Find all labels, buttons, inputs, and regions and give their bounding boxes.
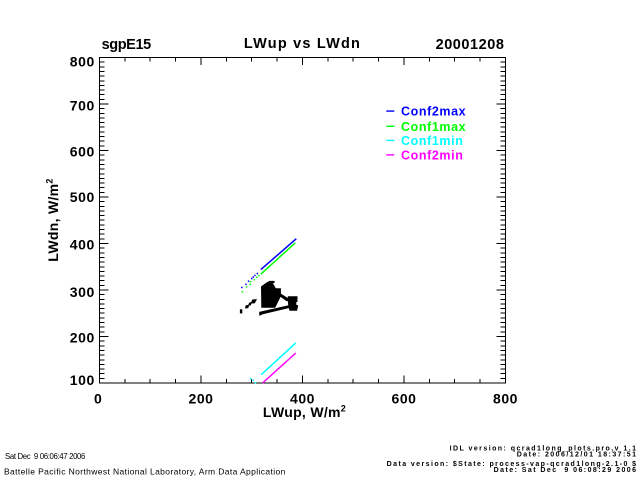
svg-text:100: 100 — [70, 372, 95, 388]
svg-text:Conf2min: Conf2min — [401, 148, 463, 162]
svg-text:Conf1max: Conf1max — [401, 120, 466, 134]
svg-text:400: 400 — [70, 237, 95, 253]
svg-text:0: 0 — [94, 390, 102, 406]
svg-text:800: 800 — [493, 390, 518, 406]
svg-text:700: 700 — [70, 98, 95, 114]
svg-text:Sat Dec 9 06:06:47 2006: Sat Dec 9 06:06:47 2006 — [5, 452, 85, 461]
svg-text:Data version: $State: process-: Data version: $State: process-vap-qcrad1… — [387, 461, 638, 468]
svg-text:LWdn, W/m2: LWdn, W/m2 — [45, 178, 62, 261]
svg-text:600: 600 — [70, 144, 95, 160]
svg-text:800: 800 — [70, 54, 95, 70]
svg-text:LWup vs LWdn: LWup vs LWdn — [244, 36, 361, 52]
svg-text:200: 200 — [70, 330, 95, 346]
svg-text:LWup, W/m2: LWup, W/m2 — [263, 403, 346, 420]
svg-text:Date: Sat Dec 9 06:08:29 2006: Date: Sat Dec 9 06:08:29 2006 — [494, 467, 638, 474]
svg-text:200: 200 — [188, 390, 213, 406]
svg-text:Conf2max: Conf2max — [401, 105, 466, 119]
svg-text:500: 500 — [70, 189, 95, 205]
svg-text:400: 400 — [290, 390, 315, 406]
svg-text:Battelle Pacific Northwest Nat: Battelle Pacific Northwest National Labo… — [4, 466, 286, 476]
svg-text:Date: 2006/12/01 18:37:51: Date: 2006/12/01 18:37:51 — [517, 451, 638, 458]
svg-text:300: 300 — [70, 284, 95, 300]
svg-text:Conf1min: Conf1min — [401, 134, 463, 148]
svg-text:20001208: 20001208 — [436, 37, 505, 53]
svg-text:IDL version: qcrad1long_plots.: IDL version: qcrad1long_plots.pro,v 1.1 — [450, 446, 638, 453]
svg-text:sgpE15: sgpE15 — [102, 37, 152, 53]
svg-text:600: 600 — [391, 390, 416, 406]
